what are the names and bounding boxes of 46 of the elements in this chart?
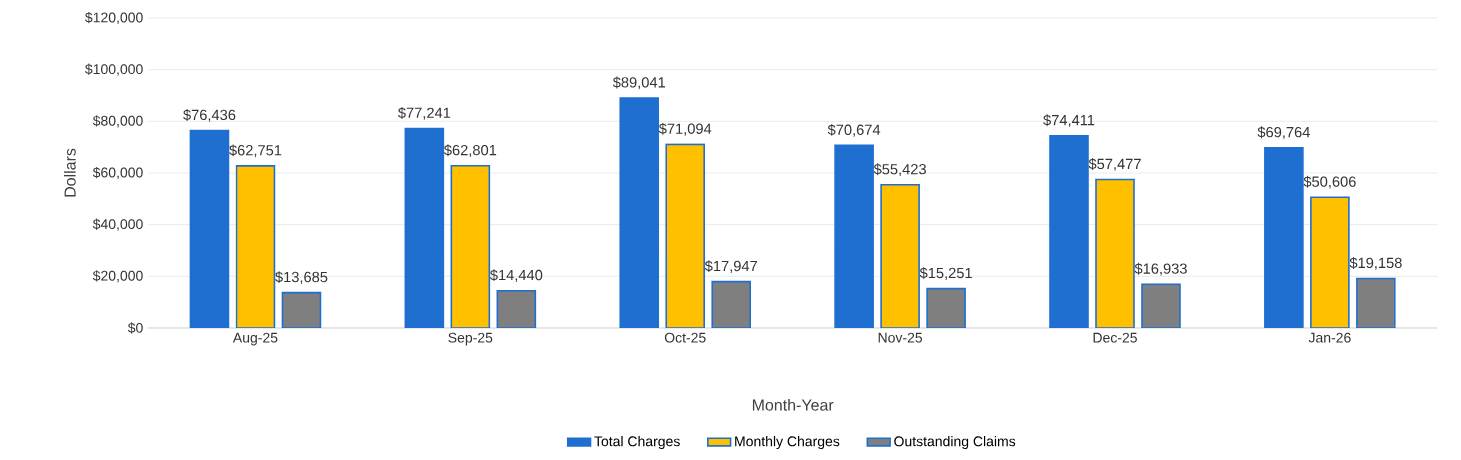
bar — [281, 291, 322, 328]
bar — [1356, 277, 1396, 328]
bar — [926, 287, 966, 328]
data-label: $17,947 — [704, 260, 757, 273]
y-tick-label: $60,000 — [92, 166, 143, 180]
data-label: $89,041 — [612, 76, 666, 90]
bar — [496, 289, 537, 328]
data-label: $16,933 — [1134, 262, 1187, 276]
data-label: $62,751 — [229, 144, 282, 158]
data-label: $14,440 — [490, 269, 543, 282]
bar — [880, 184, 920, 328]
data-label: $69,764 — [1257, 126, 1310, 140]
x-tick-label: Nov-25 — [878, 332, 923, 343]
bar — [450, 164, 491, 328]
y-tick-label: $20,000 — [92, 270, 143, 283]
data-label: $70,674 — [827, 123, 881, 137]
bar — [1095, 178, 1135, 328]
data-label: $76,436 — [183, 109, 236, 122]
x-tick-label: Dec-25 — [1093, 332, 1137, 343]
data-label: $57,477 — [1088, 158, 1141, 171]
bar — [235, 165, 276, 328]
data-label: $55,423 — [873, 163, 926, 177]
data-label: $77,241 — [398, 107, 451, 120]
y-tick-label: $80,000 — [92, 115, 143, 128]
y-tick-label: $0 — [127, 322, 143, 334]
data-label: $71,094 — [658, 122, 712, 136]
y-tick-label: $120,000 — [85, 11, 143, 25]
data-label: $13,685 — [275, 271, 328, 284]
data-label: $62,801 — [444, 144, 497, 158]
bar — [1310, 196, 1350, 328]
x-tick-label: Sep-25 — [448, 332, 493, 346]
data-label: $74,411 — [1043, 114, 1095, 128]
x-tick-label: Oct-25 — [664, 332, 706, 343]
legend-label: Monthly Charges — [735, 436, 840, 450]
y-tick-label: $40,000 — [92, 218, 143, 231]
data-label: $15,251 — [919, 267, 972, 280]
bar — [665, 143, 706, 328]
bar — [711, 280, 752, 328]
x-tick-label: Aug-25 — [232, 332, 278, 346]
bar — [1141, 283, 1181, 328]
x-tick-label: Jan-26 — [1308, 332, 1351, 343]
x-axis-title: Month-Year — [752, 399, 834, 411]
legend-label: Total Charges — [594, 436, 680, 450]
y-axis-title: Dollars — [64, 148, 76, 197]
y-tick-label: $100,000 — [85, 63, 143, 76]
legend-label: Outstanding Claims — [894, 436, 1016, 450]
